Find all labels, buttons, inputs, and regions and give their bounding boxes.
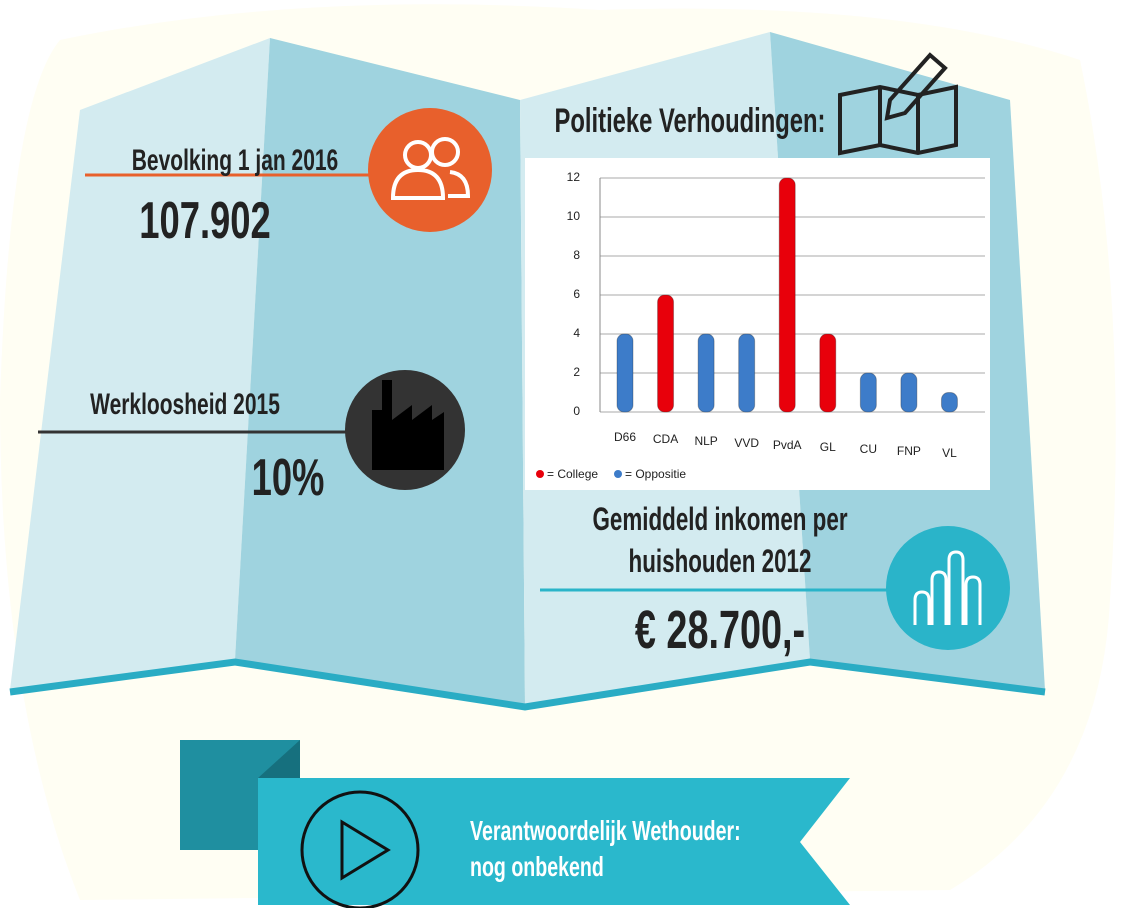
x-tick-label: VL bbox=[942, 446, 957, 460]
chart-area bbox=[525, 158, 990, 490]
bar bbox=[738, 333, 756, 413]
bar bbox=[657, 294, 675, 413]
x-tick-label: PvdA bbox=[773, 438, 802, 452]
bar bbox=[819, 333, 837, 413]
chart: 0 2 4 6 8 10 12 D66 CDA NLP VVD PvdA GL CU FNP VL = Coll… bbox=[536, 170, 985, 481]
factory-icon bbox=[372, 380, 444, 470]
ribbon-fold bbox=[258, 740, 300, 778]
x-tick-label: CU bbox=[860, 442, 877, 456]
income-label: Gemiddeld inkomen per bbox=[592, 501, 847, 537]
population-value: 107.902 bbox=[139, 190, 271, 249]
x-tick-label: FNP bbox=[897, 444, 921, 458]
unemployment-label: Werkloosheid 2015 bbox=[90, 389, 280, 421]
map-panel bbox=[10, 38, 270, 690]
y-tick-label: 8 bbox=[573, 248, 580, 262]
income-label: huishouden 2012 bbox=[629, 543, 812, 579]
footer-text: nog onbekend bbox=[470, 852, 604, 883]
map-icon bbox=[838, 52, 958, 156]
y-tick-label: 12 bbox=[567, 170, 581, 184]
chart-title: Politieke Verhoudingen: bbox=[555, 102, 826, 140]
people-icon bbox=[390, 137, 471, 200]
legend-swatch bbox=[614, 470, 622, 478]
x-tick-label: CDA bbox=[653, 432, 678, 446]
income-value: € 28.700,- bbox=[635, 599, 805, 659]
legend-label: = Oppositie bbox=[625, 467, 686, 481]
bar bbox=[900, 372, 918, 413]
y-tick-label: 0 bbox=[573, 404, 580, 418]
bar bbox=[697, 333, 715, 413]
legend-swatch bbox=[536, 470, 544, 478]
x-tick-label: VVD bbox=[734, 436, 759, 450]
bar bbox=[778, 177, 796, 413]
x-tick-label: GL bbox=[820, 440, 836, 454]
play-icon bbox=[340, 819, 391, 881]
y-tick-label: 4 bbox=[573, 326, 580, 340]
x-tick-label: NLP bbox=[694, 434, 717, 448]
bar bbox=[859, 372, 877, 413]
ribbon bbox=[258, 778, 850, 905]
unemployment-value: 10% bbox=[252, 447, 325, 506]
bars-icon bbox=[913, 550, 982, 625]
legend-label: = College bbox=[547, 467, 598, 481]
bar bbox=[940, 392, 958, 413]
footer-text: Verantwoordelijk Wethouder: bbox=[470, 816, 741, 847]
bar bbox=[616, 333, 634, 413]
x-tick-label: D66 bbox=[614, 430, 636, 444]
map-edge bbox=[9, 658, 1046, 711]
y-tick-label: 2 bbox=[573, 365, 580, 379]
y-tick-label: 10 bbox=[567, 209, 581, 223]
population-label: Bevolking 1 jan 2016 bbox=[132, 145, 338, 177]
y-tick-label: 6 bbox=[573, 287, 580, 301]
